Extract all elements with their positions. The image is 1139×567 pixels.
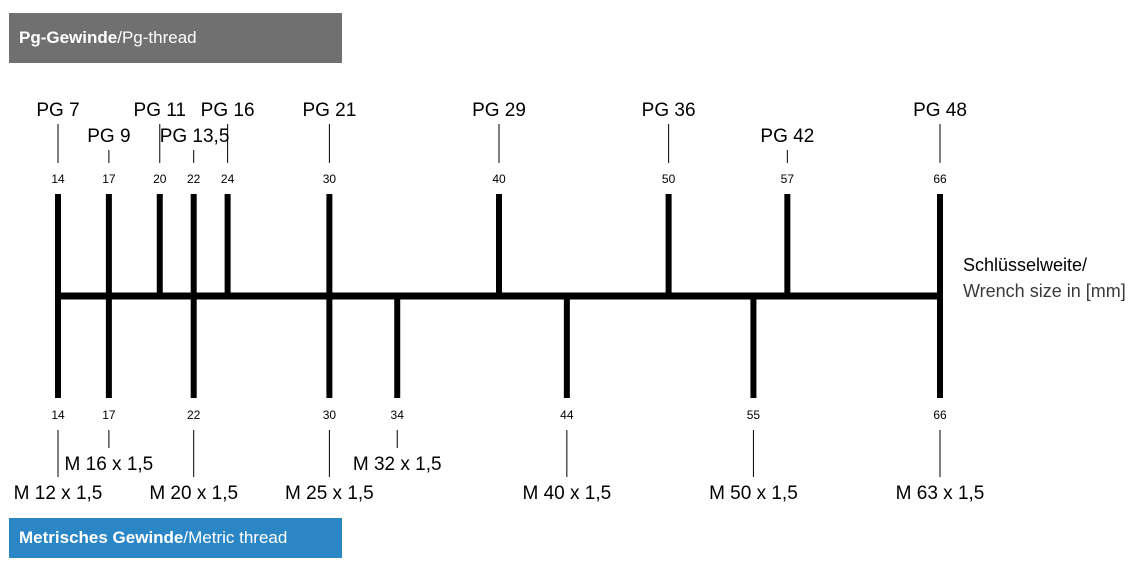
metric-thread-label: M 40 x 1,5	[522, 483, 611, 504]
pg-size-label: 24	[221, 172, 235, 186]
pg-size-label: 22	[187, 172, 201, 186]
metric-thread-label: M 32 x 1,5	[353, 454, 442, 475]
pg-size-label: 14	[51, 172, 65, 186]
metric-banner-title: Metrisches Gewinde	[19, 528, 184, 547]
pg-banner-subtitle: Pg-thread	[121, 28, 197, 47]
pg-thread-label: PG 16	[201, 100, 255, 121]
pg-size-label: 57	[781, 172, 795, 186]
metric-thread-label: M 20 x 1,5	[149, 483, 238, 504]
metric-banner-separator: /	[183, 528, 189, 547]
pg-size-label: 17	[102, 172, 116, 186]
pg-size-label: 30	[323, 172, 337, 186]
pg-banner-title: Pg-Gewinde	[19, 28, 118, 47]
metric-size-label: 66	[933, 408, 947, 422]
pg-size-label: 40	[492, 172, 506, 186]
metric-size-label: 14	[51, 408, 65, 422]
pg-thread-label: PG 7	[36, 100, 79, 121]
metric-thread-label: M 50 x 1,5	[709, 483, 798, 504]
pg-thread-label: PG 21	[302, 100, 356, 121]
pg-size-label: 50	[662, 172, 676, 186]
metric-banner-subtitle: Metric thread	[188, 528, 288, 547]
metric-size-label: 17	[102, 408, 116, 422]
metric-thread-label: M 25 x 1,5	[285, 483, 374, 504]
pg-thread-label: PG 36	[642, 100, 696, 121]
metric-thread-label: M 63 x 1,5	[896, 483, 985, 504]
metric-size-label: 30	[323, 408, 337, 422]
metric-size-label: 44	[560, 408, 574, 422]
pg-thread-label: PG 42	[760, 126, 814, 147]
pg-size-label: 20	[153, 172, 167, 186]
wrench-size-legend-english: Wrench size in [mm]	[963, 281, 1126, 301]
metric-size-label: 55	[747, 408, 761, 422]
pg-size-label: 66	[933, 172, 947, 186]
pg-thread-banner: Pg-Gewinde / Pg-thread	[9, 13, 342, 63]
metric-thread-label: M 16 x 1,5	[65, 454, 154, 475]
metric-size-label: 22	[187, 408, 201, 422]
wrench-size-legend-german: Schlüsselweite/	[963, 255, 1088, 275]
pg-thread-label: PG 11	[134, 100, 186, 121]
wrench-size-legend: Schlüsselweite/ Wrench size in [mm]	[963, 252, 1126, 304]
metric-thread-banner: Metrisches Gewinde / Metric thread	[9, 518, 342, 558]
pg-thread-label: PG 9	[87, 126, 130, 147]
pg-banner-separator: /	[117, 28, 122, 47]
pg-thread-label: PG 48	[913, 100, 967, 121]
metric-thread-label: M 12 x 1,5	[14, 483, 103, 504]
metric-size-label: 34	[391, 408, 405, 422]
pg-thread-label: PG 29	[472, 100, 526, 121]
pg-thread-label: PG 13,5	[160, 126, 230, 147]
